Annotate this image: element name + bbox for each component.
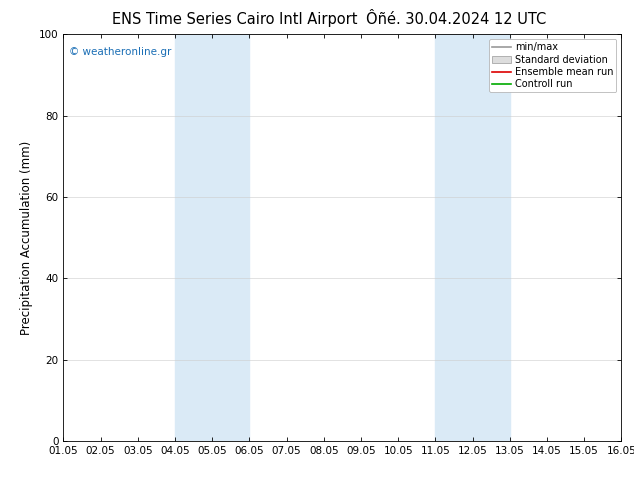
Y-axis label: Precipitation Accumulation (mm): Precipitation Accumulation (mm) [20, 141, 34, 335]
Legend: min/max, Standard deviation, Ensemble mean run, Controll run: min/max, Standard deviation, Ensemble me… [489, 39, 616, 92]
Text: Ôñé. 30.04.2024 12 UTC: Ôñé. 30.04.2024 12 UTC [366, 12, 547, 27]
Bar [436, 34, 510, 441]
Text: ENS Time Series Cairo Intl Airport: ENS Time Series Cairo Intl Airport [112, 12, 358, 27]
Text: © weatheronline.gr: © weatheronline.gr [69, 47, 171, 56]
Bar [175, 34, 249, 441]
